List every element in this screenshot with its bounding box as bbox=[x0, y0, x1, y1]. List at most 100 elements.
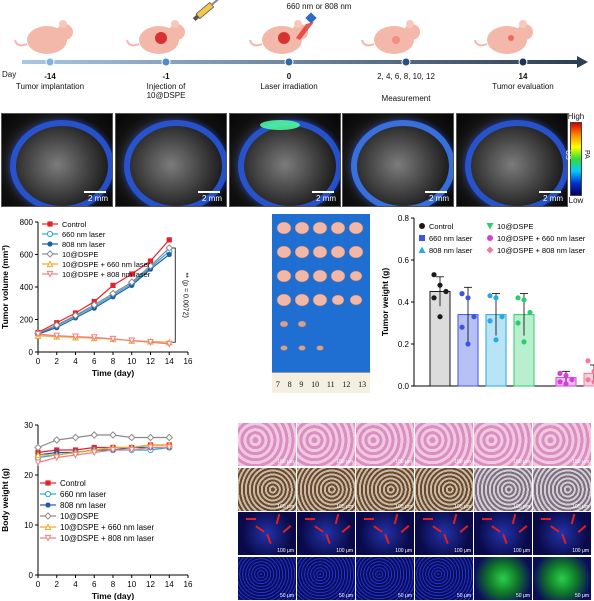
legend-entry: 808 nm laser bbox=[60, 501, 107, 510]
histology-image: 100 μm bbox=[296, 466, 356, 512]
timeline-dot bbox=[401, 57, 411, 67]
histology-image: 100 μm bbox=[355, 466, 415, 512]
data-point bbox=[557, 379, 563, 385]
data-point bbox=[147, 258, 154, 264]
scale-label: 100 μm bbox=[395, 503, 412, 510]
data-point bbox=[146, 262, 155, 270]
data-point bbox=[90, 301, 99, 309]
legend-entry: 10@DSPE bbox=[62, 250, 98, 259]
y-axis-label: Tumor volume (mm³) bbox=[0, 245, 10, 329]
ruler-number: 7 bbox=[275, 380, 280, 389]
event-label: Laser irradiation bbox=[260, 82, 318, 91]
tumor-sample bbox=[276, 245, 292, 259]
us-pa-image: 2 mm bbox=[115, 113, 227, 207]
data-point bbox=[527, 309, 533, 316]
data-point bbox=[499, 314, 505, 320]
histology-image: 100 μm bbox=[237, 422, 297, 467]
y-tick-label: 0.0 bbox=[398, 382, 410, 391]
scale-label: 100 μm bbox=[572, 548, 589, 554]
event-day: 0 bbox=[286, 72, 292, 81]
data-point bbox=[71, 311, 80, 320]
y-tick-label: 10 bbox=[24, 521, 33, 530]
data-point bbox=[129, 271, 135, 277]
data-point bbox=[493, 337, 499, 343]
colorbar-high: High bbox=[567, 112, 585, 121]
data-point bbox=[53, 454, 61, 462]
timeline-dot bbox=[161, 57, 171, 67]
histology-grid: 100 μm 100 μm 100 μm 100 μm 100 μm 100 μm 100 … bbox=[237, 422, 593, 601]
y-tick-label: 800 bbox=[20, 218, 34, 227]
y-tick-label: 20 bbox=[24, 471, 33, 480]
tumor-weight-chart: 0.0 0.2 0.4 0.6 0.8 Tumor weight (g) Control 66… bbox=[380, 214, 594, 391]
tumor-sample bbox=[280, 345, 288, 351]
data-point bbox=[569, 377, 575, 383]
scale-label: 100 μm bbox=[454, 548, 471, 554]
timeline-dot bbox=[284, 57, 294, 67]
event-day: 2, 4, 6, 8, 10, 12 bbox=[377, 72, 435, 81]
mouse-icon bbox=[361, 20, 420, 54]
legend-entry: 10@DSPE + 808 nm laser bbox=[62, 270, 151, 279]
x-tick-label: 12 bbox=[146, 580, 155, 589]
scale-label: 100 μm bbox=[277, 459, 294, 465]
y-tick-label: 0.2 bbox=[398, 340, 410, 349]
legend-entry: 808 nm laser bbox=[429, 246, 473, 255]
tumor-sample bbox=[330, 221, 346, 235]
y-tick-label: 0.6 bbox=[398, 256, 410, 265]
timeline-arrowhead bbox=[577, 56, 588, 68]
data-point bbox=[71, 433, 80, 442]
scale-label: 100 μm bbox=[336, 548, 353, 554]
series-line bbox=[37, 239, 170, 334]
data-point bbox=[521, 297, 527, 303]
legend-entry: 10@DSPE + 808 nm laser bbox=[497, 246, 586, 255]
data-point bbox=[53, 332, 61, 340]
histology-image: 100 μm bbox=[473, 422, 533, 467]
tumor-sample bbox=[294, 221, 310, 235]
data-point bbox=[45, 480, 51, 486]
legend-entry: Control bbox=[60, 479, 86, 488]
scale-label: 100 μm bbox=[277, 548, 294, 554]
histology-image: 100 μm bbox=[355, 422, 415, 467]
y-tick-label: 30 bbox=[24, 421, 33, 430]
tumor-photo bbox=[272, 214, 370, 374]
data-point bbox=[166, 251, 172, 258]
scale-label: 100 μm bbox=[277, 503, 294, 510]
data-point bbox=[431, 272, 437, 278]
data-point bbox=[459, 291, 465, 297]
legend-entry: 660 nm laser bbox=[429, 234, 473, 243]
histology-image: 50 μm bbox=[414, 555, 474, 601]
series-line bbox=[37, 250, 170, 335]
tumor-sample bbox=[294, 269, 310, 283]
scale-label: 50 μm bbox=[280, 592, 294, 599]
x-axis-label: Time (day) bbox=[92, 591, 135, 600]
data-point bbox=[109, 335, 117, 343]
colorbar bbox=[570, 122, 582, 196]
legend-marker bbox=[486, 223, 494, 230]
scale-label: 100 μm bbox=[395, 459, 412, 465]
scale-label: 2 mm bbox=[543, 194, 563, 203]
data-point bbox=[443, 288, 449, 295]
data-point bbox=[46, 230, 54, 238]
tumor-sample bbox=[312, 245, 328, 259]
legend-entry: Control bbox=[62, 220, 87, 229]
data-point bbox=[109, 431, 117, 439]
tumor-sample bbox=[276, 293, 292, 307]
legend-marker bbox=[418, 246, 426, 253]
x-tick-label: 4 bbox=[73, 357, 78, 366]
data-point bbox=[585, 358, 591, 364]
event-day: -1 bbox=[162, 72, 170, 81]
scale-label: 100 μm bbox=[336, 459, 353, 465]
scale-label: 100 μm bbox=[454, 503, 471, 510]
data-point bbox=[147, 444, 154, 452]
event-day: -14 bbox=[44, 72, 56, 81]
scale-label: 2 mm bbox=[202, 194, 222, 203]
scale-label: 50 μm bbox=[575, 592, 589, 599]
data-point bbox=[165, 340, 173, 348]
histology-image: 100 μm bbox=[237, 511, 297, 556]
legend-marker bbox=[487, 235, 493, 241]
legend-entry: 10@DSPE + 808 nm laser bbox=[60, 534, 155, 543]
scale-label: 100 μm bbox=[513, 548, 530, 554]
data-point bbox=[165, 433, 174, 442]
scale-label: 100 μm bbox=[572, 503, 589, 510]
tumor-sample bbox=[279, 320, 289, 328]
legend-entry: 10@DSPE + 660 nm laser bbox=[497, 234, 586, 243]
